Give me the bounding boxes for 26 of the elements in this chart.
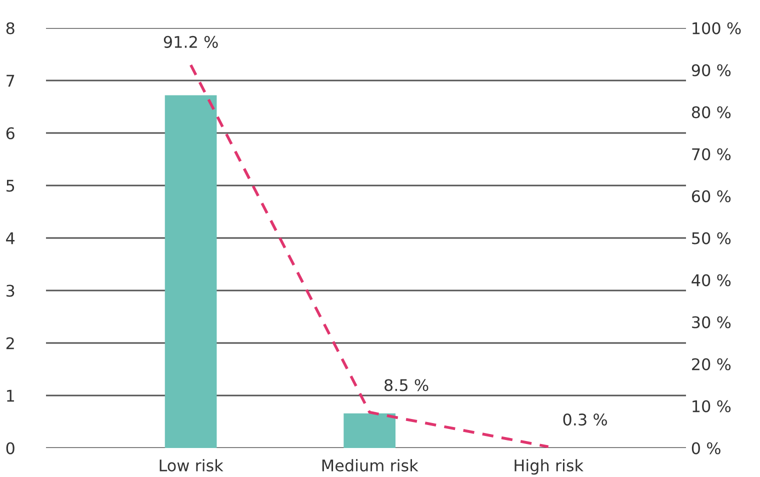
y2-tick-label: 0 % [692,442,720,454]
data-label: 0.3 % [563,414,608,426]
y-tick-label: 7 [6,74,14,87]
y-tick-label: 6 [6,127,14,140]
y2-tick-label: 90 % [692,64,731,76]
y-tick-label: 8 [6,22,14,34]
y-tick-label: 0 [6,442,14,454]
y2-tick-label: 30 % [692,316,731,328]
y-tick-label: 3 [6,284,14,297]
y2-tick-label: 100 % [692,22,741,34]
y2-tick-label: 70 % [692,148,731,160]
data-label: 8.5 % [384,379,428,392]
y-tick-label: 4 [6,232,15,244]
y2-tick-label: 10 % [692,400,731,412]
y-tick-label: 1 [7,390,14,402]
y2-tick-label: 50 % [692,232,731,244]
x-tick-label: Medium risk [322,459,418,472]
y-tick-label: 2 [6,337,14,350]
y-tick-label: 5 [6,180,14,192]
y2-tick-label: 80 % [692,106,731,118]
y2-tick-label: 60 % [692,190,731,202]
x-tick-label: Low risk [160,459,224,472]
x-tick-label: High risk [514,459,584,475]
y2-tick-label: 20 % [692,358,731,370]
y2-tick-label: 40 % [692,274,731,286]
data-label: 91.2 % [164,36,218,48]
